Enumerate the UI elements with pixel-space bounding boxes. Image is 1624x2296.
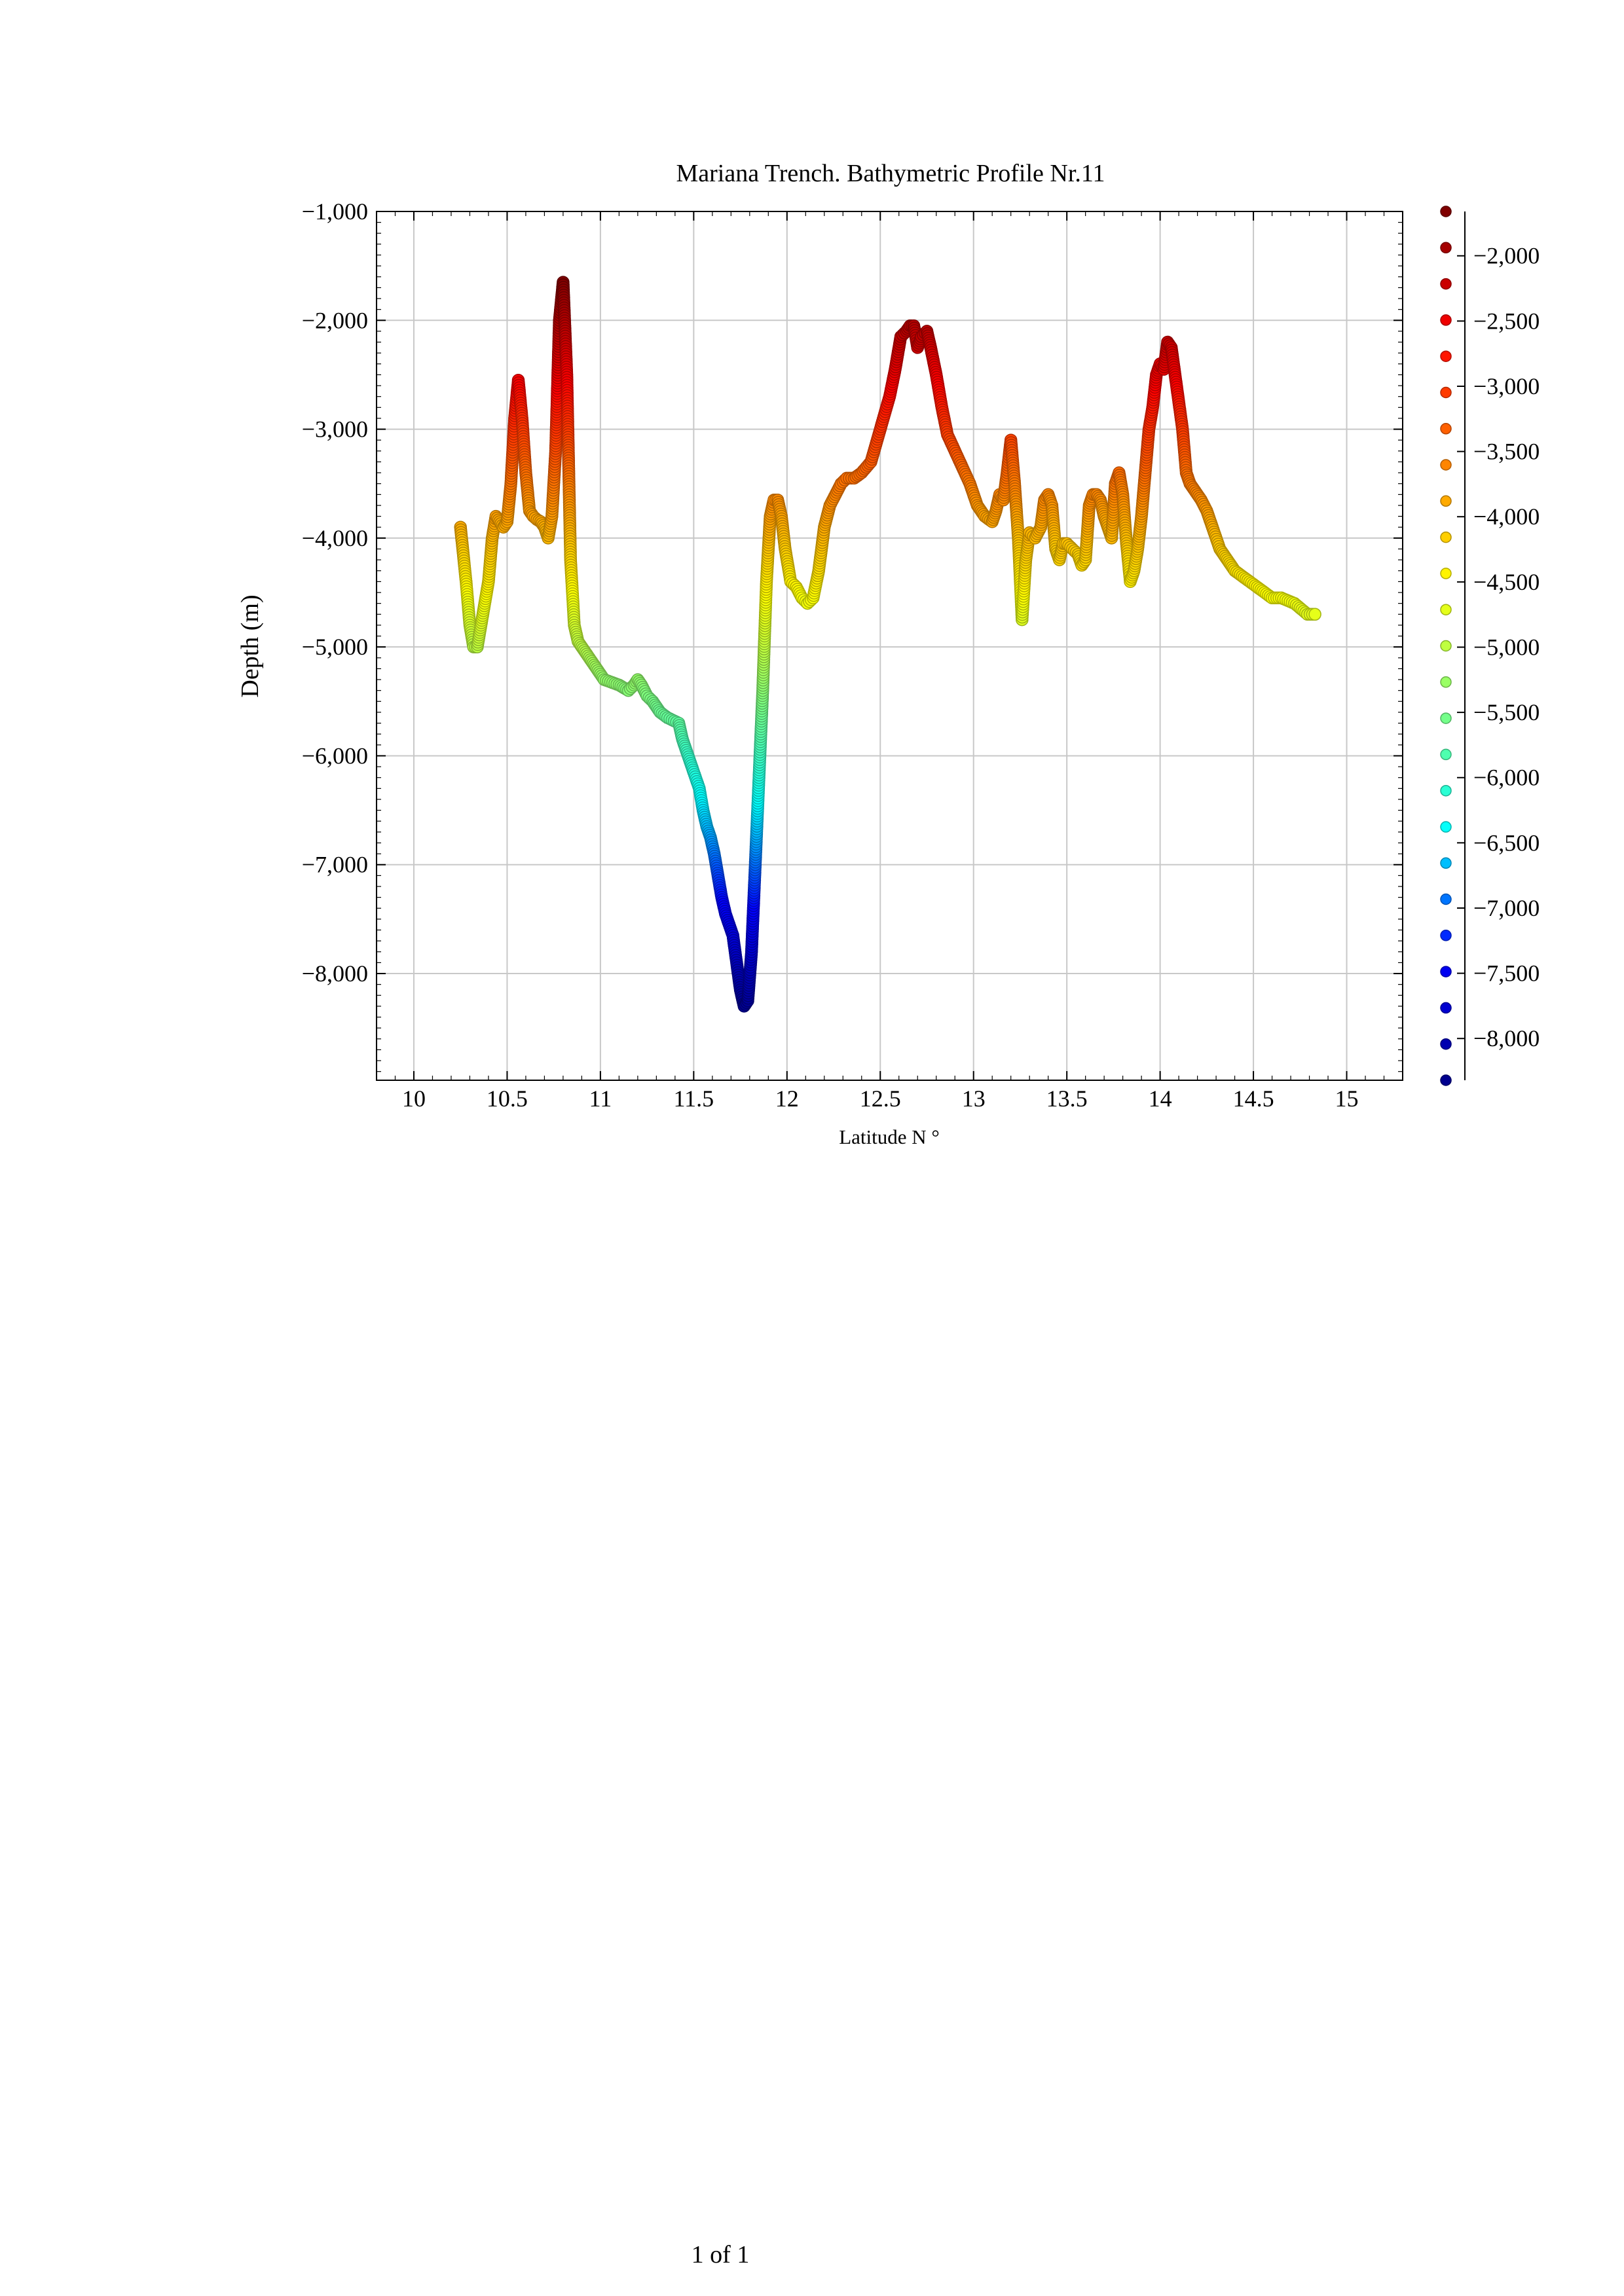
y-tick-label: −6,000 [302, 742, 368, 769]
colorbar-swatch [1440, 1038, 1452, 1050]
colorbar-swatch [1440, 531, 1452, 543]
colorbar-legend: −2,000 −2,500 −3,000 −3,500 −4,000 −4,500 −5,0… [1440, 206, 1540, 1086]
colorbar-tick-label: −3,500 [1473, 439, 1540, 465]
colorbar-tick-label: −4,500 [1473, 569, 1540, 595]
colorbar-swatch [1440, 821, 1452, 833]
data-points [454, 276, 1321, 1013]
x-tick-label: 13.5 [1046, 1085, 1088, 1112]
data-point [1308, 608, 1321, 621]
y-tick-label: −3,000 [302, 416, 368, 443]
colorbar-swatch [1440, 459, 1452, 471]
x-axis-label: Latitude N ° [839, 1125, 940, 1148]
colorbar-tick-label: −2,500 [1473, 308, 1540, 334]
page-number: 1 of 1 [691, 2241, 750, 2269]
colorbar-tick-label: −6,000 [1473, 765, 1540, 791]
x-tick-label: 15 [1335, 1085, 1359, 1112]
colorbar-swatch [1440, 893, 1452, 905]
y-tick-label: −7,000 [302, 852, 368, 878]
colorbar-tick-label: −4,000 [1473, 503, 1540, 530]
y-tick-label: −5,000 [302, 634, 368, 660]
colorbar-swatch [1440, 784, 1452, 797]
colorbar-tick-label: −7,500 [1473, 960, 1540, 987]
x-tick-label: 11.5 [674, 1085, 714, 1112]
x-tick-label: 14.5 [1233, 1085, 1274, 1112]
colorbar-swatch [1440, 640, 1452, 652]
y-axis-label: Depth (m) [236, 594, 264, 697]
x-tick-label: 13 [962, 1085, 986, 1112]
y-axis-ticks: −1,000 −2,000 −3,000 −4,000 −5,000 −6,000 −7,0… [302, 198, 1403, 987]
x-tick-label: 14 [1149, 1085, 1172, 1112]
plot-area-frame [376, 211, 1403, 1081]
colorbar-swatch [1440, 1074, 1452, 1086]
minor-ticks [376, 211, 1403, 1080]
y-tick-label: −2,000 [302, 307, 368, 333]
x-tick-label: 11 [589, 1085, 612, 1112]
colorbar-swatch [1440, 712, 1452, 724]
colorbar-swatch [1440, 1002, 1452, 1014]
colorbar-swatch [1440, 568, 1452, 579]
y-tick-label: −8,000 [302, 960, 368, 987]
colorbar-swatch [1440, 748, 1452, 761]
colorbar-swatch [1440, 278, 1452, 290]
colorbar-swatch [1440, 930, 1452, 941]
colorbar-swatch [1440, 495, 1452, 507]
colorbar-swatch [1440, 604, 1452, 615]
colorbar-swatch [1440, 314, 1452, 326]
x-tick-label: 12 [775, 1085, 799, 1112]
colorbar-swatch [1440, 206, 1452, 217]
colorbar-swatch [1440, 423, 1452, 435]
colorbar-swatch [1440, 857, 1452, 869]
grid-lines [377, 211, 1403, 1080]
colorbar-swatch [1440, 966, 1452, 977]
colorbar-tick-label: −3,000 [1473, 373, 1540, 399]
x-tick-label: 10.5 [487, 1085, 528, 1112]
y-tick-label: −4,000 [302, 525, 368, 551]
colorbar-swatch [1440, 676, 1452, 688]
colorbar-tick-label: −2,000 [1473, 243, 1540, 269]
x-axis-ticks: 10 10.5 11 11.5 12 12.5 13 13.5 14 14.5 15 [402, 211, 1359, 1112]
x-tick-label: 10 [402, 1085, 426, 1112]
colorbar-swatch [1440, 242, 1452, 254]
colorbar-swatch [1440, 386, 1452, 399]
y-tick-label: −1,000 [302, 198, 368, 225]
colorbar-tick-label: −6,500 [1473, 829, 1540, 856]
colorbar-tick-label: −8,000 [1473, 1025, 1540, 1051]
colorbar-swatch [1440, 350, 1452, 362]
x-tick-label: 12.5 [860, 1085, 901, 1112]
colorbar-tick-label: −5,000 [1473, 634, 1540, 660]
chart-title: Mariana Trench. Bathymetric Profile Nr.1… [676, 160, 1105, 187]
colorbar-tick-label: −7,000 [1473, 895, 1540, 921]
colorbar-tick-label: −5,500 [1473, 699, 1540, 725]
